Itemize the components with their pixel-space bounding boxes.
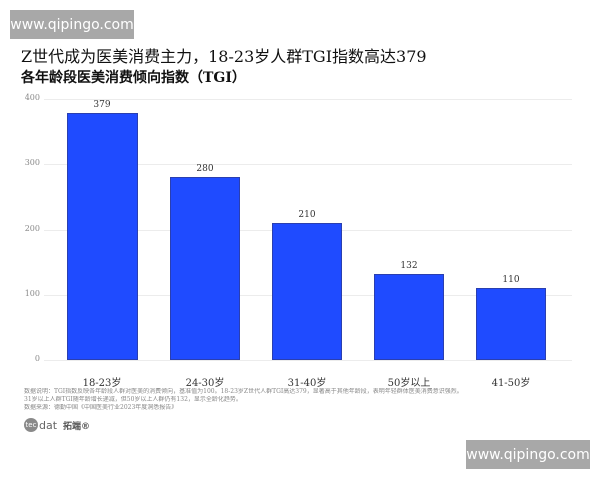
gridline-300 bbox=[44, 164, 572, 165]
y-tick-label: 400 bbox=[24, 93, 40, 102]
value-label: 379 bbox=[93, 99, 111, 110]
bar-50-plus bbox=[374, 273, 444, 360]
bar-24-30 bbox=[170, 177, 240, 360]
x-tick-label: 50岁以上 bbox=[387, 378, 431, 389]
watermark-top: www.qipingo.com bbox=[10, 10, 134, 39]
logo-text: dat bbox=[39, 418, 58, 432]
bar-chart: 400 300 200 100 0 379 280 210 132 110 18… bbox=[24, 93, 572, 389]
watermark-bottom: www.qipingo.com bbox=[466, 440, 590, 469]
value-label: 280 bbox=[196, 164, 214, 175]
value-label: 210 bbox=[298, 209, 316, 220]
y-tick-label: 300 bbox=[24, 158, 40, 167]
note-source: 数据来源：德勤中国《中国医美行业2023年度洞悉报告》 bbox=[24, 404, 178, 411]
x-tick-label: 24-30岁 bbox=[185, 378, 225, 389]
value-label: 132 bbox=[400, 260, 418, 271]
logo-mark: tec bbox=[24, 418, 38, 432]
note-line-2: 31岁以上人群TGI随年龄增长递减，但50岁以上人群仍有132，显示全龄化趋势。 bbox=[24, 396, 242, 403]
y-tick-label: 0 bbox=[34, 354, 40, 363]
bar-41-50 bbox=[476, 288, 546, 360]
x-tick-label: 41-50岁 bbox=[491, 378, 531, 389]
chart-title: Z世代成为医美消费主力，18-23岁人群TGI指数高达379 bbox=[21, 47, 427, 66]
logo-cn: 拓端® bbox=[63, 421, 91, 432]
x-tick-label: 31-40岁 bbox=[287, 378, 327, 389]
tecdat-logo: tec dat 拓端® bbox=[24, 418, 90, 432]
chart-subtitle: 各年龄段医美消费倾向指数（TGI） bbox=[21, 70, 246, 86]
bar-18-23 bbox=[67, 112, 138, 360]
bar-31-40 bbox=[272, 222, 342, 360]
y-tick-label: 200 bbox=[24, 224, 40, 233]
gridline-0 bbox=[44, 360, 572, 361]
gridline-400 bbox=[44, 99, 572, 100]
note-line-1: 数据说明：TGI指数反映各年龄段人群对医美的消费倾向，基准值为100。18-23… bbox=[24, 388, 463, 395]
x-tick-label: 18-23岁 bbox=[82, 378, 122, 389]
value-label: 110 bbox=[502, 275, 520, 286]
y-tick-label: 100 bbox=[24, 289, 40, 298]
data-notes: 数据说明：TGI指数反映各年龄段人群对医美的消费倾向，基准值为100。18-23… bbox=[24, 388, 584, 412]
